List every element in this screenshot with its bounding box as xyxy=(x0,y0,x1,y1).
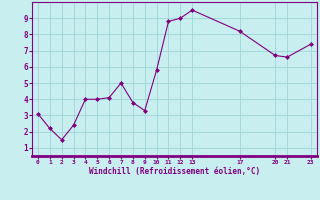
X-axis label: Windchill (Refroidissement éolien,°C): Windchill (Refroidissement éolien,°C) xyxy=(89,167,260,176)
